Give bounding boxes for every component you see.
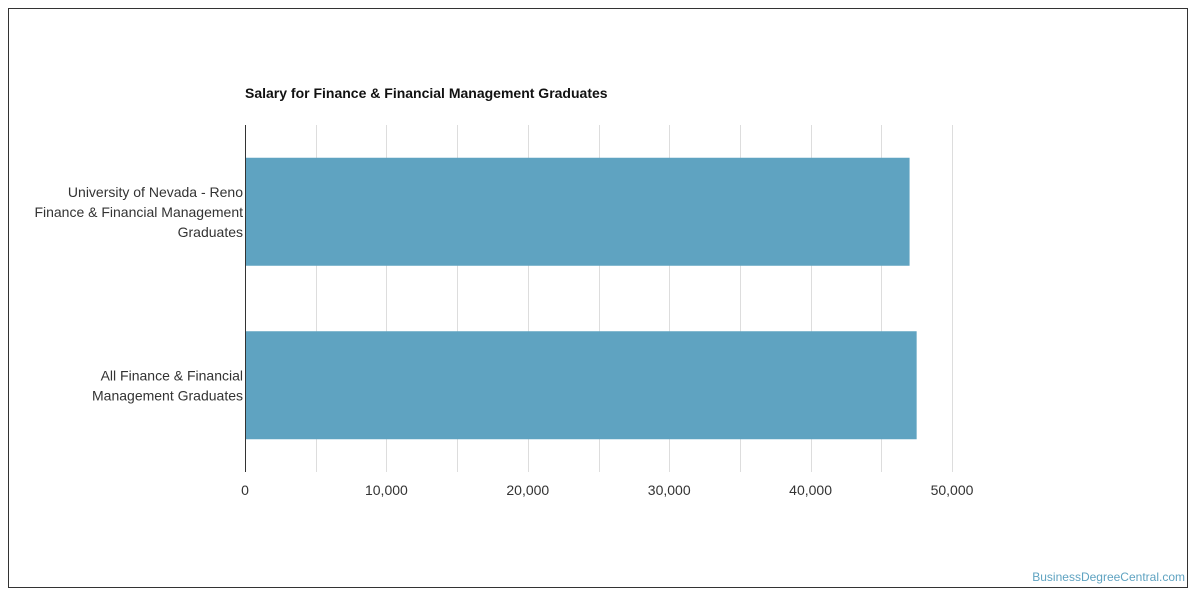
source-credit: BusinessDegreeCentral.com	[1032, 570, 1185, 584]
category-label: Finance & Financial Management	[34, 204, 243, 220]
x-tick-label: 0	[241, 482, 249, 498]
x-tick-label: 40,000	[789, 482, 832, 498]
category-label: Graduates	[178, 224, 243, 240]
x-tick-label: 50,000	[931, 482, 974, 498]
x-tick-label: 10,000	[365, 482, 408, 498]
chart-title: Salary for Finance & Financial Managemen…	[245, 85, 608, 101]
bar	[245, 331, 917, 440]
chart-frame	[8, 8, 1188, 588]
category-label: All Finance & Financial	[101, 367, 243, 383]
category-label: Management Graduates	[92, 387, 243, 403]
category-label: University of Nevada - Reno	[68, 184, 243, 200]
x-tick-label: 30,000	[648, 482, 691, 498]
x-tick-label: 20,000	[506, 482, 549, 498]
bar	[245, 157, 910, 266]
